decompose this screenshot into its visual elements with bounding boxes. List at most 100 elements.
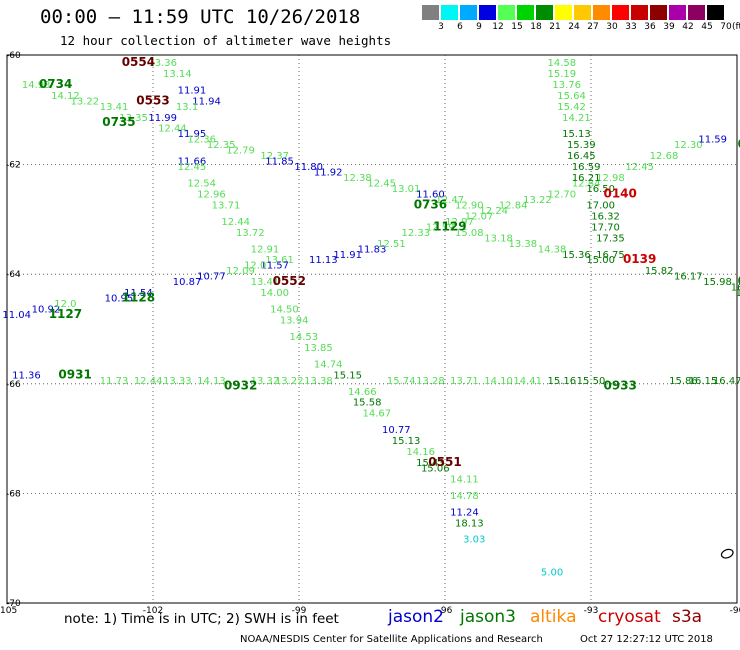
- swh-value-label: 15.13: [562, 129, 591, 140]
- swh-value-label: 12.97: [445, 217, 474, 228]
- swh-value-label: 12.38: [343, 173, 372, 184]
- swh-value-label: 13.22: [71, 96, 100, 107]
- swh-value-label: 13.01: [392, 184, 421, 195]
- swh-value-label: 14.67: [363, 409, 392, 420]
- swh-value-label: 16.17: [674, 272, 703, 283]
- colorbar-label: 30: [606, 22, 618, 32]
- swh-value-label: 12.84: [499, 200, 528, 211]
- colorbar-swatch: [707, 5, 724, 20]
- swh-value-label: 13.32: [251, 376, 280, 387]
- colorbar-swatch: [650, 5, 667, 20]
- swh-value-label: 14.78: [450, 491, 479, 502]
- swh-value-label: 12.79: [226, 146, 255, 157]
- swh-value-label: 14.13: [197, 376, 226, 387]
- island-outline: [720, 548, 734, 559]
- swh-value-label: 12.84: [572, 179, 601, 190]
- colorbar-swatch: [688, 5, 705, 20]
- swh-value-label: 11.60: [416, 189, 445, 200]
- lon-tick-label: -96: [438, 606, 453, 616]
- swh-value-label: 17.00: [586, 200, 615, 211]
- pass-time-label: 0932: [224, 378, 257, 392]
- colorbar-swatch: [498, 5, 515, 20]
- swh-value-label: 13.33: [163, 376, 192, 387]
- swh-value-label: 11.92: [314, 168, 343, 179]
- footnote: note: 1) Time is in UTC; 2) SWH is in fe…: [64, 611, 339, 627]
- swh-value-label: 13.22: [523, 195, 552, 206]
- swh-value-label: 12.24: [479, 206, 508, 217]
- swh-value-label: 15.43: [416, 458, 445, 469]
- swh-value-label: 12.0: [54, 299, 76, 310]
- legend-jason2: jason2: [388, 607, 444, 627]
- lat-tick-label: -66: [6, 380, 21, 390]
- swh-value-label: 15.50: [577, 376, 606, 387]
- swh-value-label: 12.45: [367, 179, 396, 190]
- pass-time-label: 0: [738, 274, 740, 288]
- pass-time-label: 0140: [603, 186, 636, 200]
- colorbar-label: 70: [720, 22, 732, 32]
- swh-value-label: 15.13: [392, 436, 421, 447]
- colorbar-swatch: [631, 5, 648, 20]
- swh-value-label: 13.14: [163, 69, 192, 80]
- legend-jason3: jason3: [460, 607, 516, 627]
- colorbar-label: 33: [625, 22, 637, 32]
- swh-value-label: 14.38: [538, 244, 567, 255]
- colorbar-swatch: [669, 5, 686, 20]
- swh-value-label: 11.95: [178, 129, 207, 140]
- swh-value-label: 12.35: [207, 140, 236, 151]
- legend-cryosat: cryosat: [598, 607, 661, 627]
- swh-value-label: 17.70: [591, 222, 620, 233]
- legend-altika: altika: [530, 607, 577, 627]
- swh-value-label: 12.96: [197, 189, 226, 200]
- swh-value-label: 11.91: [178, 85, 207, 96]
- swh-value-label: 11.73: [100, 376, 129, 387]
- swh-value-label: 12.54: [187, 179, 216, 190]
- swh-value-label: 12.91: [251, 244, 280, 255]
- swh-value-label: 13.94: [280, 316, 309, 327]
- swh-value-label: 14.93: [22, 80, 51, 91]
- lat-tick-label: -60: [6, 51, 21, 61]
- lat-tick-label: -62: [6, 161, 21, 171]
- swh-value-label: 12.36: [187, 135, 216, 146]
- swh-value-label: 15.1: [736, 288, 740, 299]
- swh-value-label: 11.99: [148, 113, 177, 124]
- colorbar-swatch: [536, 5, 553, 20]
- swh-value-label: 15.82: [645, 266, 674, 277]
- swh-value-label: 14.66: [348, 387, 377, 398]
- swh-value-label: 16.75: [596, 250, 625, 261]
- lon-tick-label: -102: [143, 606, 163, 616]
- swh-value-label: 14.00: [260, 288, 289, 299]
- colorbar-label: 9: [476, 22, 482, 32]
- pass-time-label: 0551: [428, 455, 461, 469]
- swh-value-label: 15.98: [703, 277, 732, 288]
- colorbar-label: 15: [511, 22, 523, 32]
- swh-value-label: 11.04: [2, 310, 31, 321]
- pass-time-label: 0933: [603, 378, 636, 392]
- swh-value-label: 14.21: [562, 113, 591, 124]
- pass-time-label: 0139: [623, 252, 656, 266]
- colorbar-label: 45: [701, 22, 713, 32]
- swh-value-label: 14.10: [484, 376, 513, 387]
- swh-value-label: 14.12: [51, 91, 80, 102]
- colorbar-swatch: [517, 5, 534, 20]
- colorbar-swatch: [593, 5, 610, 20]
- colorbar-label: 18: [530, 22, 542, 32]
- colorbar-swatch: [422, 5, 439, 20]
- swh-value-label: 15.74: [387, 376, 416, 387]
- lat-tick-label: -70: [6, 599, 21, 609]
- lon-tick-label: -105: [0, 606, 17, 616]
- swh-value-label: 11.91: [333, 250, 362, 261]
- swh-value-label: 16.21: [572, 173, 601, 184]
- swh-value-label: 16.5: [731, 283, 740, 294]
- swh-value-label: 11.85: [265, 157, 294, 168]
- swh-value-label: 12.37: [260, 151, 289, 162]
- swh-value-label: 11.57: [260, 261, 289, 272]
- swh-value-label: 11.59: [698, 135, 727, 146]
- swh-value-label: 12.09: [226, 266, 255, 277]
- swh-value-label: 12.68: [650, 151, 679, 162]
- swh-value-label: 11.36: [12, 370, 41, 381]
- swh-value-label: 11.94: [192, 96, 221, 107]
- swh-value-label: 10.92: [32, 305, 61, 316]
- swh-value-label: 14.11: [450, 474, 479, 485]
- swh-value-label: 5.00: [541, 568, 563, 579]
- swh-value-label: 11.66: [178, 157, 207, 168]
